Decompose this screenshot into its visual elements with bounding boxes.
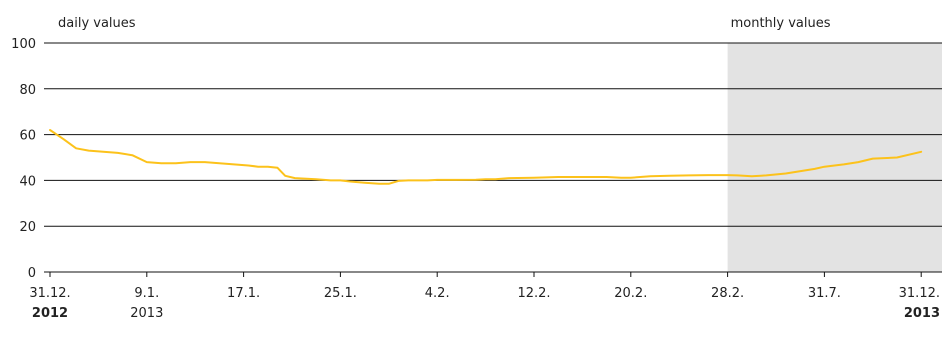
- y-tick-label: 100: [11, 37, 36, 52]
- x-axis-tick-labels: 31.12. 2012 9.1. 2013 17.1. 25.1. 4.2. 12.2. 20.…: [29, 286, 940, 321]
- y-tick-label: 20: [19, 220, 36, 235]
- x-tick-label: 31.12.: [899, 286, 940, 301]
- series-line: [49, 129, 923, 185]
- x-tick-label: 28.2.: [711, 286, 744, 301]
- x-tick-label: 17.1.: [227, 286, 260, 301]
- x-tick-label: 12.2.: [517, 286, 550, 301]
- y-tick-label: 80: [19, 83, 36, 98]
- x-tick-year-label: 2013: [130, 306, 163, 321]
- x-tick-label: 9.1.: [134, 286, 159, 301]
- daily-values-label: daily values: [58, 16, 136, 31]
- monthly-shade: [727, 43, 942, 272]
- x-tick-label: 25.1.: [324, 286, 357, 301]
- x-tick-year-label: 2013: [904, 306, 940, 321]
- x-tick-label: 31.12.: [29, 286, 70, 301]
- y-tick-label: 60: [19, 129, 36, 144]
- gridlines: [44, 42, 942, 273]
- x-tick-label: 31.7.: [808, 286, 841, 301]
- y-axis-tick-labels: 0 20 40 60 80 100: [11, 37, 36, 281]
- y-tick-label: 40: [19, 174, 36, 189]
- monthly-values-label: monthly values: [731, 16, 831, 31]
- x-tick-label: 4.2.: [425, 286, 450, 301]
- y-tick-label: 0: [28, 266, 36, 281]
- x-tick-year-label: 2012: [32, 306, 68, 321]
- x-axis-tick-marks: [49, 272, 922, 277]
- x-tick-label: 20.2.: [614, 286, 647, 301]
